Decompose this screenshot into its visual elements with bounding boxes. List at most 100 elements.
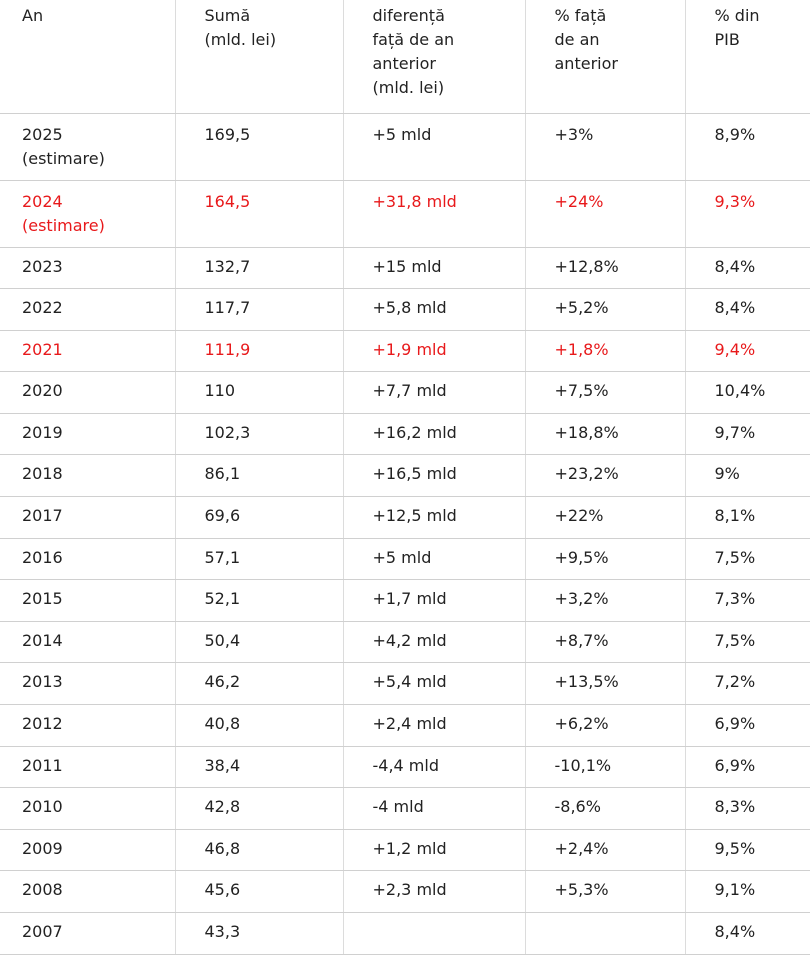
table-cell: 8,3%: [684, 787, 810, 830]
table-cell: +9,5%: [524, 538, 685, 581]
table-cell: 69,6: [174, 496, 343, 539]
table-cell: -8,6%: [524, 787, 685, 830]
table-cell: +1,7 mld: [342, 579, 525, 622]
table-cell: 2009: [0, 829, 175, 872]
table-cell: 2019: [0, 413, 175, 456]
header-cell: An: [0, 0, 175, 114]
table-cell: 45,6: [174, 870, 343, 913]
table-cell: +1,2 mld: [342, 829, 525, 872]
table-cell: +2,4 mld: [342, 704, 525, 747]
table-row: 2017 69,6 +12,5 mld +22% 8,1%: [0, 496, 810, 539]
table-cell: +3%: [524, 113, 685, 181]
table-cell: -4,4 mld: [342, 746, 525, 789]
table-cell: 2018: [0, 454, 175, 498]
table-cell: +24%: [524, 180, 685, 248]
table-cell: 9,3%: [684, 180, 810, 248]
table-cell: +3,2%: [524, 579, 685, 622]
table-row: 2020 110 +7,7 mld +7,5% 10,4%: [0, 371, 810, 414]
table-cell: 2017: [0, 496, 175, 539]
table-row: 2019 102,3 +16,2 mld +18,8% 9,7%: [0, 413, 810, 456]
table-cell: 2023: [0, 247, 175, 290]
table-cell: [342, 912, 525, 955]
header-cell: Sumă (mld. lei): [174, 0, 343, 114]
table-cell: +5 mld: [342, 538, 525, 581]
table-cell: 8,4%: [684, 912, 810, 955]
table-cell: +5,4 mld: [342, 662, 525, 706]
table-cell: +7,7 mld: [342, 371, 525, 414]
table-cell: +15 mld: [342, 247, 525, 290]
table-cell: 50,4: [174, 621, 343, 664]
table-cell: +7,5%: [524, 371, 685, 414]
table-cell: 111,9: [174, 330, 343, 373]
table-row: 2007 43,3 8,4%: [0, 912, 810, 955]
table-cell: 2014: [0, 621, 175, 664]
table-cell: +8,7%: [524, 621, 685, 664]
table-cell: 117,7: [174, 288, 343, 331]
table-cell: +2,4%: [524, 829, 685, 872]
table-row: 2011 38,4 -4,4 mld -10,1% 6,9%: [0, 746, 810, 789]
table-cell: 2024 (estimare): [0, 180, 175, 248]
table-cell: 2007: [0, 912, 175, 955]
table-cell: 164,5: [174, 180, 343, 248]
table-row: 2023 132,7 +15 mld +12,8% 8,4%: [0, 247, 810, 290]
table-cell: 10,4%: [684, 371, 810, 414]
table-cell: 132,7: [174, 247, 343, 290]
table-cell: 9%: [684, 454, 810, 498]
table-row: 2009 46,8 +1,2 mld +2,4% 9,5%: [0, 829, 810, 872]
table-cell: -4 mld: [342, 787, 525, 830]
table-cell: 2012: [0, 704, 175, 747]
table-cell: 7,3%: [684, 579, 810, 622]
table-cell: 110: [174, 371, 343, 414]
table-cell: +1,9 mld: [342, 330, 525, 373]
table-row: 2024 (estimare) 164,5 +31,8 mld +24% 9,3%: [0, 180, 810, 248]
table-cell: 46,8: [174, 829, 343, 872]
table-cell: -10,1%: [524, 746, 685, 789]
table-cell: 57,1: [174, 538, 343, 581]
table-cell: 2010: [0, 787, 175, 830]
table-cell: +5,3%: [524, 870, 685, 913]
table-cell: 2021: [0, 330, 175, 373]
table-cell: 2022: [0, 288, 175, 331]
table-cell: 2011: [0, 746, 175, 789]
table-cell: 9,1%: [684, 870, 810, 913]
table-cell: 40,8: [174, 704, 343, 747]
table-cell: 2015: [0, 579, 175, 622]
header-row: An Sumă (mld. lei) diferență față de an an…: [0, 0, 810, 114]
table-cell: +23,2%: [524, 454, 685, 498]
table-cell: +1,8%: [524, 330, 685, 373]
table-cell: 38,4: [174, 746, 343, 789]
table-cell: 52,1: [174, 579, 343, 622]
table-cell: 6,9%: [684, 704, 810, 747]
table-row: 2010 42,8 -4 mld -8,6% 8,3%: [0, 787, 810, 830]
table-cell: +5,8 mld: [342, 288, 525, 331]
table-cell: 2013: [0, 662, 175, 706]
table-cell: 9,4%: [684, 330, 810, 373]
table-cell: +6,2%: [524, 704, 685, 747]
table-row: 2015 52,1 +1,7 mld +3,2% 7,3%: [0, 579, 810, 622]
table-cell: 8,1%: [684, 496, 810, 539]
table-cell: +4,2 mld: [342, 621, 525, 664]
table-cell: +5 mld: [342, 113, 525, 181]
table-cell: 102,3: [174, 413, 343, 456]
table-cell: +2,3 mld: [342, 870, 525, 913]
table-cell: 2025 (estimare): [0, 113, 175, 181]
table-cell: 8,9%: [684, 113, 810, 181]
table-cell: 46,2: [174, 662, 343, 706]
table-cell: +16,5 mld: [342, 454, 525, 498]
header-cell: diferență față de an anterior (mld. lei): [342, 0, 525, 114]
table-row: 2014 50,4 +4,2 mld +8,7% 7,5%: [0, 621, 810, 664]
table-row: 2022 117,7 +5,8 mld +5,2% 8,4%: [0, 288, 810, 331]
table-cell: +18,8%: [524, 413, 685, 456]
table-cell: 2008: [0, 870, 175, 913]
table-cell: +5,2%: [524, 288, 685, 331]
table-cell: 8,4%: [684, 247, 810, 290]
table-cell: 2016: [0, 538, 175, 581]
table-cell: +16,2 mld: [342, 413, 525, 456]
table-row: 2025 (estimare) 169,5 +5 mld +3% 8,9%: [0, 113, 810, 181]
table-cell: 169,5: [174, 113, 343, 181]
table-cell: +12,8%: [524, 247, 685, 290]
table-cell: 7,2%: [684, 662, 810, 706]
